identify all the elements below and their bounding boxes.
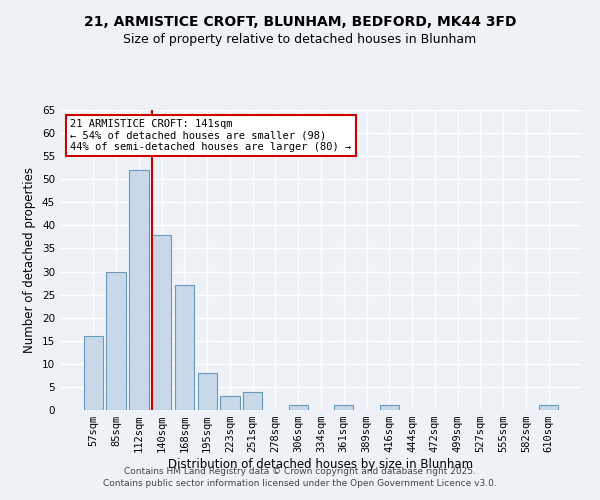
Bar	[84, 336, 103, 410]
Bar	[243, 392, 262, 410]
Text: Contains public sector information licensed under the Open Government Licence v3: Contains public sector information licen…	[103, 478, 497, 488]
Bar	[152, 234, 172, 410]
Text: Contains HM Land Registry data © Crown copyright and database right 2025.: Contains HM Land Registry data © Crown c…	[124, 467, 476, 476]
Y-axis label: Number of detached properties: Number of detached properties	[23, 167, 37, 353]
Bar	[197, 373, 217, 410]
Bar	[129, 170, 149, 410]
Bar	[334, 406, 353, 410]
Text: Size of property relative to detached houses in Blunham: Size of property relative to detached ho…	[124, 32, 476, 46]
Bar	[175, 286, 194, 410]
Bar	[539, 406, 558, 410]
X-axis label: Distribution of detached houses by size in Blunham: Distribution of detached houses by size …	[169, 458, 473, 471]
Text: 21 ARMISTICE CROFT: 141sqm
← 54% of detached houses are smaller (98)
44% of semi: 21 ARMISTICE CROFT: 141sqm ← 54% of deta…	[70, 119, 352, 152]
Text: 21, ARMISTICE CROFT, BLUNHAM, BEDFORD, MK44 3FD: 21, ARMISTICE CROFT, BLUNHAM, BEDFORD, M…	[84, 15, 516, 29]
Bar	[380, 406, 399, 410]
Bar	[220, 396, 239, 410]
Bar	[106, 272, 126, 410]
Bar	[289, 406, 308, 410]
